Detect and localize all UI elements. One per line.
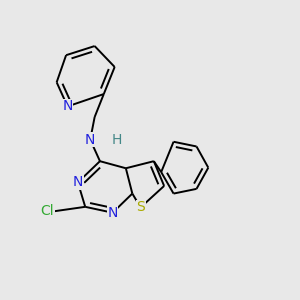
Text: H: H xyxy=(112,133,122,147)
Text: N: N xyxy=(85,133,95,147)
Text: N: N xyxy=(107,206,118,220)
Text: N: N xyxy=(62,99,73,113)
Text: S: S xyxy=(136,200,145,214)
Text: Cl: Cl xyxy=(41,204,54,218)
Text: N: N xyxy=(73,176,83,189)
